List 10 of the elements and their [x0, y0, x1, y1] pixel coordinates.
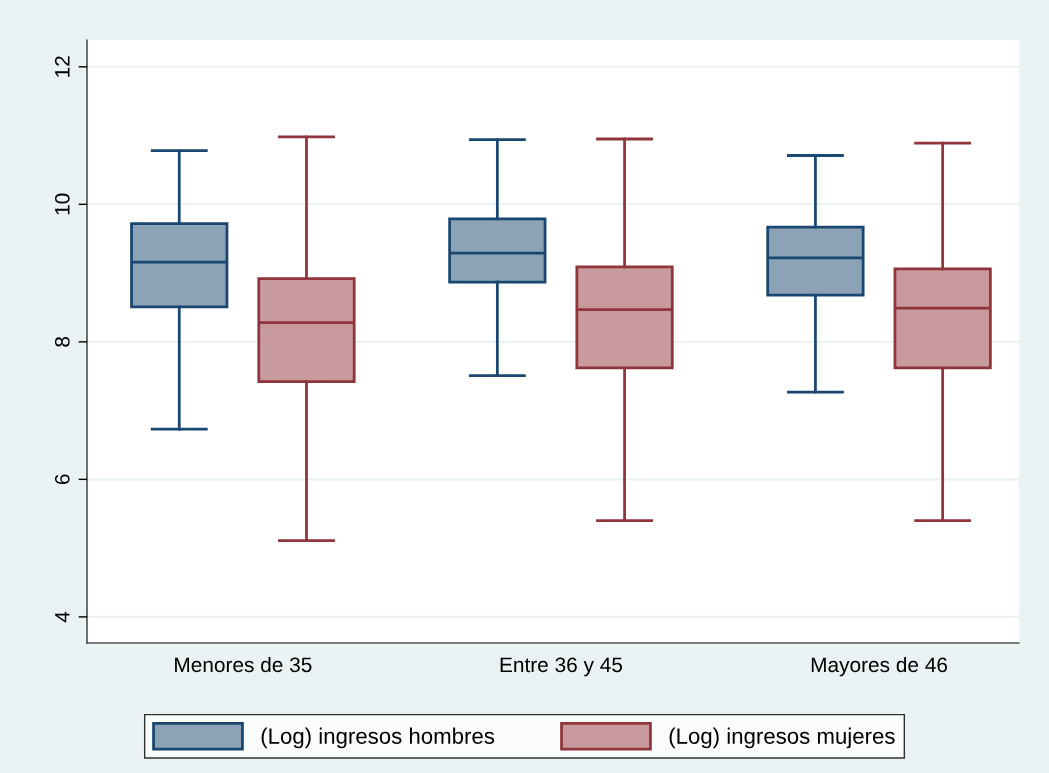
legend-label: (Log) ingresos hombres [261, 727, 495, 749]
legend-label: (Log) ingresos mujeres [669, 727, 895, 749]
y-tick-label: 10 [54, 193, 70, 215]
y-tick-label: 4 [55, 611, 70, 623]
x-tick-label: Mayores de 46 [811, 656, 948, 677]
x-tick-label: Menores de 35 [175, 656, 312, 673]
y-tick-label: 12 [54, 56, 70, 77]
y-tick-label: 6 [54, 474, 70, 485]
x-tick-label: Entre 36 y 45 [500, 657, 623, 677]
y-tick-label: 8 [54, 336, 70, 347]
